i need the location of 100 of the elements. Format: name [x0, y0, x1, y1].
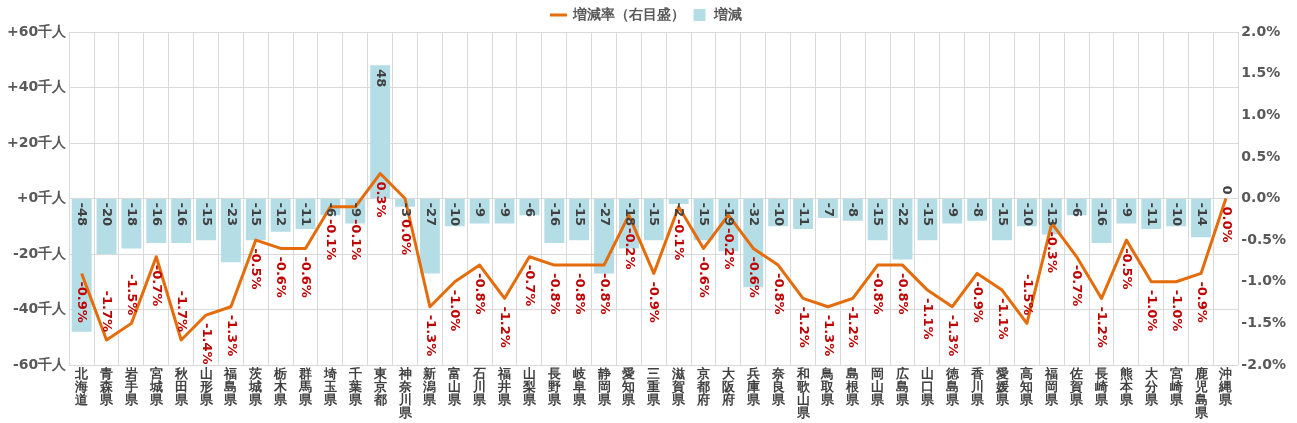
data-label: -1.2% [498, 306, 514, 348]
data-label: -1.0% [1169, 289, 1185, 332]
data-label: -0.8% [771, 273, 787, 315]
y-tick-label: +0千人 [16, 189, 68, 206]
data-label: -1.3% [423, 314, 439, 357]
data-label: -6 [523, 202, 539, 217]
x-tick-label: 神奈川県 [397, 365, 413, 420]
data-label: -0.8% [896, 273, 912, 315]
data-label: -10 [1169, 202, 1185, 226]
x-tick-label: 和歌山県 [795, 365, 811, 420]
data-label: -13 [1045, 202, 1061, 226]
y-tick-label: +60千人 [6, 22, 68, 39]
data-label: -0.2% [622, 227, 638, 270]
x-tick-label: 兵庫県 [745, 365, 761, 407]
x-tick-label: 岡山県 [870, 365, 886, 407]
data-label: -0.9% [647, 281, 663, 323]
y2-tick-label: 1.5% [1241, 64, 1281, 81]
x-tick-label: 愛媛県 [994, 365, 1010, 407]
x-tick-label: 山形県 [198, 365, 214, 407]
x-tick-label: 京都府 [696, 365, 711, 407]
x-tick-label: 徳島県 [944, 365, 960, 407]
data-label: -1.5% [1020, 273, 1036, 316]
data-label: -9 [348, 202, 364, 217]
x-tick-label: 佐賀県 [1069, 365, 1085, 407]
data-label: -16 [1095, 202, 1111, 226]
data-label: -0.5% [1120, 248, 1136, 290]
x-tick-label: 青森県 [99, 365, 115, 407]
y2-tick-label: 0.0% [1241, 189, 1281, 206]
x-tick-label: 鳥取県 [820, 365, 836, 407]
y-tick-label: -40千人 [12, 300, 68, 317]
data-label: -0.9% [1194, 281, 1210, 323]
data-label: 0.0% [1219, 206, 1235, 243]
x-tick-label: 三重県 [646, 365, 662, 407]
legend-label: 増減率（右目盛） [571, 5, 685, 22]
data-label: -1.2% [846, 306, 862, 348]
data-label: -16 [547, 202, 563, 226]
data-label: 0 [1219, 185, 1235, 195]
data-label: -8 [846, 202, 862, 217]
data-label: -2 [672, 202, 688, 217]
data-label: -20 [100, 202, 116, 226]
x-tick-label: 宮城県 [148, 365, 164, 407]
data-label: -0.7% [149, 264, 165, 307]
x-tick-label: 栃木県 [273, 365, 289, 407]
data-label: -0.8% [871, 273, 887, 315]
y2-tick-label: 2.0% [1241, 22, 1281, 39]
data-label: -1.1% [995, 298, 1011, 340]
data-label: -0.2% [722, 227, 738, 270]
y2-tick-label: -0.5% [1241, 230, 1286, 247]
data-label: -27 [597, 202, 613, 226]
data-label: -11 [1144, 202, 1160, 226]
y2-tick-label: -1.0% [1241, 272, 1286, 289]
x-tick-label: 東京都 [372, 365, 388, 407]
y2-tick-label: -1.5% [1241, 314, 1286, 331]
data-label: -0.1% [348, 218, 364, 261]
x-tick-label: 群馬県 [298, 365, 314, 407]
x-tick-label: 埼玉県 [322, 365, 338, 407]
data-label: 0.0% [398, 218, 414, 255]
data-label: 0.3% [373, 181, 389, 218]
y-tick-label: +40千人 [6, 78, 68, 95]
x-tick-label: 長野県 [546, 365, 562, 407]
x-tick-label: 長崎県 [1094, 365, 1110, 407]
data-label: -1.3% [821, 314, 837, 357]
x-tick-label: 大阪府 [720, 365, 736, 407]
x-tick-label: 沖縄県 [1218, 365, 1234, 407]
data-label: -10 [1020, 202, 1036, 226]
y2-tick-label: 1.0% [1241, 105, 1281, 122]
data-label: -0.1% [324, 218, 340, 261]
data-label: -1.4% [199, 323, 215, 365]
x-tick-label: 秋田県 [173, 365, 189, 407]
data-label: -14 [1194, 202, 1210, 226]
data-label: -15 [697, 202, 713, 226]
y2-tick-label: -2.0% [1241, 355, 1286, 372]
data-label: -16 [174, 202, 190, 226]
x-tick-label: 山口県 [919, 365, 935, 407]
data-label: -1.0% [1144, 289, 1160, 332]
data-label: -0.8% [547, 273, 563, 315]
data-label: -15 [249, 202, 265, 226]
data-label: -0.5% [249, 248, 265, 290]
data-label: -1.7% [100, 290, 116, 333]
data-label: -11 [796, 202, 812, 226]
data-label: -0.6% [299, 256, 315, 298]
data-label: -0.9% [75, 281, 91, 323]
x-tick-label: 福島県 [223, 365, 239, 407]
data-label: -0.9% [970, 281, 986, 323]
data-label: -18 [622, 202, 638, 226]
x-tick-label: 愛知県 [621, 365, 637, 407]
data-label: -0.8% [473, 273, 489, 315]
x-tick-label: 静岡県 [596, 365, 612, 407]
data-label: -9 [1120, 202, 1136, 217]
data-label: -1.2% [1095, 306, 1111, 348]
data-label: -1.2% [796, 306, 812, 348]
data-label: -9 [498, 202, 514, 217]
data-label: -1.3% [224, 314, 240, 357]
data-label: -0.6% [274, 256, 290, 298]
data-label: -6 [1070, 202, 1086, 217]
data-label: -15 [921, 202, 937, 226]
x-tick-label: 千葉県 [347, 365, 363, 407]
data-label: -15 [871, 202, 887, 226]
data-label: -9 [945, 202, 961, 217]
data-label: -0.3% [1045, 231, 1061, 273]
